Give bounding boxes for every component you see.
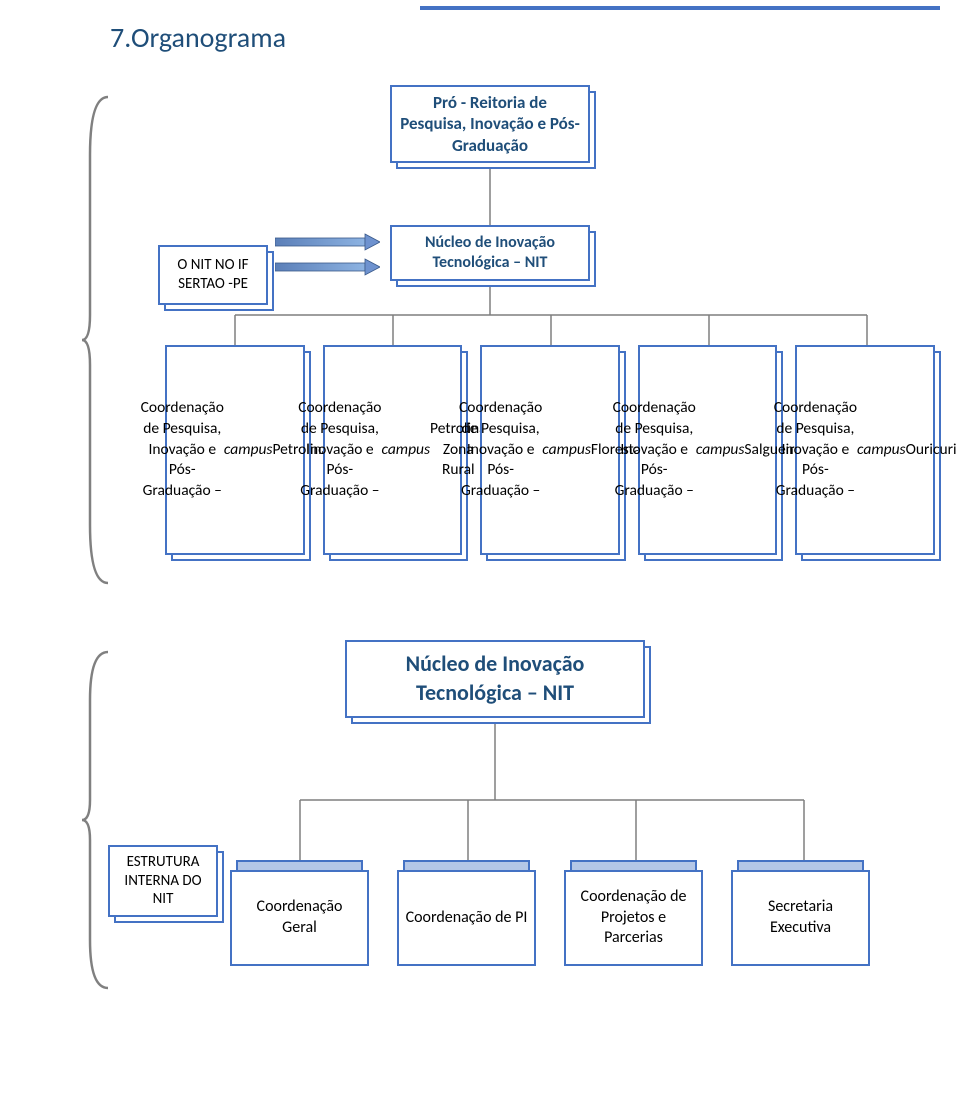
bottom-card-label: Coordenação de PI: [397, 870, 536, 966]
side-label-bottom: ESTRUTURA INTERNA DO NIT: [108, 845, 218, 917]
title-rule: [420, 6, 940, 10]
brace-top: [80, 95, 110, 585]
coord-card-label: Coordenação de Pesquisa, Inovação e Pós-…: [480, 345, 620, 555]
coord-card-label: Coordenação de Pesquisa, Inovação e Pós-…: [323, 345, 463, 555]
top-box: Pró - Reitoria de Pesquisa, Inovação e P…: [390, 85, 590, 163]
nit-big-box: Núcleo de Inovação Tecnológica – NIT: [345, 640, 645, 718]
coord-card-salgueiro: Coordenação de Pesquisa, Inovação e Pós-…: [638, 345, 778, 555]
coord-card-floresta: Coordenação de Pesquisa, Inovação e Pós-…: [480, 345, 620, 555]
bottom-card-label: Coordenação Geral: [230, 870, 369, 966]
coord-card-label: Coordenação de Pesquisa, Inovação e Pós-…: [165, 345, 305, 555]
nit-box-label: Núcleo de Inovação Tecnológica – NIT: [390, 225, 590, 281]
coord-card-label: Coordenação de Pesquisa, Inovação e Pós-…: [638, 345, 778, 555]
coord-card-petrolina: Coordenação de Pesquisa, Inovação e Pós-…: [165, 345, 305, 555]
coord-row: Coordenação de Pesquisa, Inovação e Pós-…: [165, 345, 935, 575]
page-title: 7.Organograma: [110, 20, 286, 55]
top-box-label: Pró - Reitoria de Pesquisa, Inovação e P…: [390, 85, 590, 163]
bottom-card-secretaria: Secretaria Executiva: [731, 870, 870, 966]
bottom-card-pi: Coordenação de PI: [397, 870, 536, 966]
bottom-card-label: Secretaria Executiva: [731, 870, 870, 966]
nit-big-label: Núcleo de Inovação Tecnológica – NIT: [345, 640, 645, 718]
brace-bottom: [80, 650, 110, 990]
coord-card-label: Coordenação de Pesquisa, Inovação e Pós-…: [795, 345, 935, 555]
bottom-row: Coordenação Geral Coordenação de PI Coor…: [230, 870, 870, 990]
arrow-top: [275, 233, 380, 247]
side-label-top-wrapper: O NIT NO IF SERTAO -PE: [158, 245, 268, 305]
coord-card-petrolina-rural: Coordenação de Pesquisa, Inovação e Pós-…: [323, 345, 463, 555]
bottom-card-geral: Coordenação Geral: [230, 870, 369, 966]
coord-card-ouricuri: Coordenação de Pesquisa, Inovação e Pós-…: [795, 345, 935, 555]
arrow-bottom: [275, 258, 380, 272]
side-label-top: O NIT NO IF SERTAO -PE: [158, 245, 268, 305]
nit-box: Núcleo de Inovação Tecnológica – NIT: [390, 225, 590, 281]
side-label-bottom-wrapper: ESTRUTURA INTERNA DO NIT: [108, 845, 218, 917]
bottom-card-projetos: Coordenação de Projetos e Parcerias: [564, 870, 703, 966]
bottom-card-label: Coordenação de Projetos e Parcerias: [564, 870, 703, 966]
